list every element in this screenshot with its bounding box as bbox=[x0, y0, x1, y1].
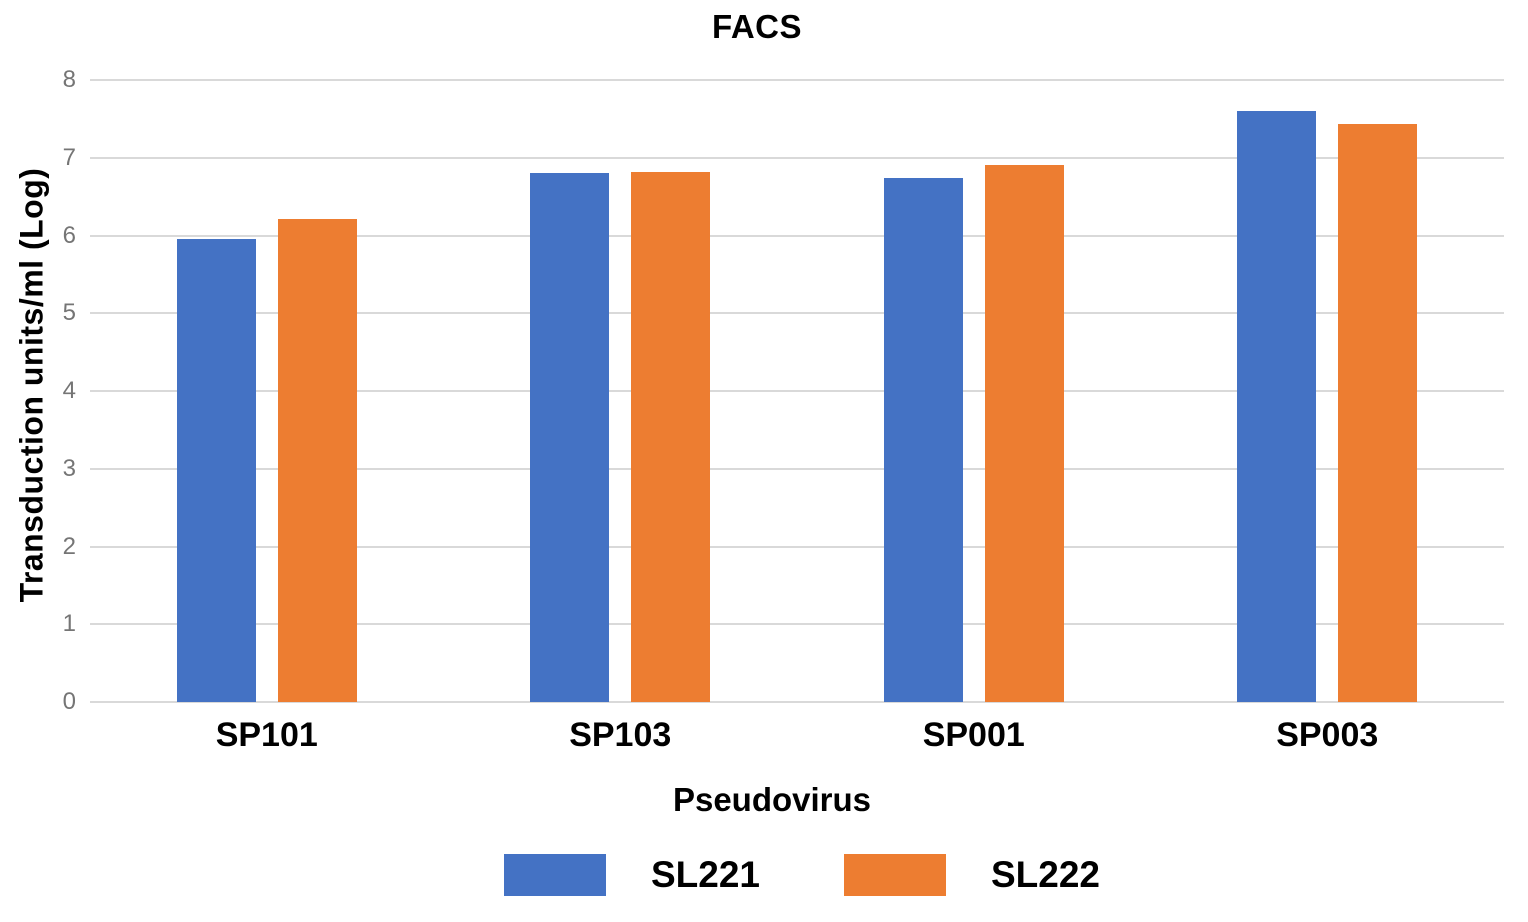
y-tick-label-6: 6 bbox=[62, 221, 76, 249]
legend-label-sl222: SL222 bbox=[991, 854, 1101, 895]
bar-group-sp001 bbox=[797, 80, 1151, 702]
bar-group-sp003 bbox=[1151, 80, 1505, 702]
x-category-label-sp003: SP003 bbox=[1276, 716, 1379, 754]
x-category-label-sp001: SP001 bbox=[922, 716, 1025, 754]
bar-sl221-sp103 bbox=[530, 172, 610, 702]
bar-sl222-sp001 bbox=[984, 164, 1064, 702]
bar-sl221-sp001 bbox=[883, 177, 963, 702]
bar-sl222-sp101 bbox=[277, 219, 357, 702]
bar-sl221-sp101 bbox=[176, 238, 256, 702]
plot-area bbox=[90, 79, 1504, 703]
gridline-y-3 bbox=[90, 467, 1504, 470]
y-tick-label-7: 7 bbox=[62, 143, 76, 171]
legend-swatch-sl222 bbox=[844, 854, 946, 896]
bars-row bbox=[90, 80, 1504, 702]
y-tick-label-4: 4 bbox=[62, 377, 76, 404]
y-tick-label-2: 2 bbox=[62, 532, 76, 560]
gridline-y-1 bbox=[90, 623, 1504, 626]
bar-sl222-sp003 bbox=[1338, 124, 1418, 702]
gridline-y-7 bbox=[90, 156, 1504, 159]
gridline-y-0 bbox=[90, 701, 1504, 703]
x-axis-category-labels: SP101 SP103 SP001 SP003 bbox=[90, 716, 1504, 755]
y-tick-label-8: 8 bbox=[62, 66, 76, 93]
y-tick-label-0: 0 bbox=[62, 688, 76, 715]
y-axis-tick-labels: 0 1 2 3 4 5 6 7 8 bbox=[0, 66, 76, 715]
y-tick-label-1: 1 bbox=[62, 610, 76, 638]
gridline-y-5 bbox=[90, 312, 1504, 315]
bar-group-sp101 bbox=[90, 80, 444, 702]
gridline-y-8 bbox=[90, 79, 1504, 81]
legend: SL221 SL222 bbox=[96, 854, 1508, 896]
y-tick-label-5: 5 bbox=[62, 299, 76, 327]
legend-item-sl222: SL222 bbox=[844, 854, 1100, 896]
bar-group-sp103 bbox=[444, 80, 798, 702]
gridline-y-4 bbox=[90, 390, 1504, 392]
legend-swatch-sl221 bbox=[503, 854, 606, 896]
x-category-label-sp101: SP101 bbox=[215, 716, 318, 754]
legend-item-sl221: SL221 bbox=[503, 854, 760, 896]
bar-sl221-sp003 bbox=[1237, 111, 1317, 702]
x-category-label-sp103: SP103 bbox=[569, 716, 672, 754]
gridline-y-6 bbox=[90, 234, 1504, 237]
legend-label-sl221: SL221 bbox=[650, 854, 760, 895]
y-tick-label-3: 3 bbox=[62, 454, 76, 482]
bar-sl222-sp103 bbox=[631, 171, 711, 702]
chart-title: FACS bbox=[711, 8, 802, 45]
x-axis-title: Pseudovirus bbox=[672, 781, 872, 818]
gridline-y-2 bbox=[90, 545, 1504, 548]
